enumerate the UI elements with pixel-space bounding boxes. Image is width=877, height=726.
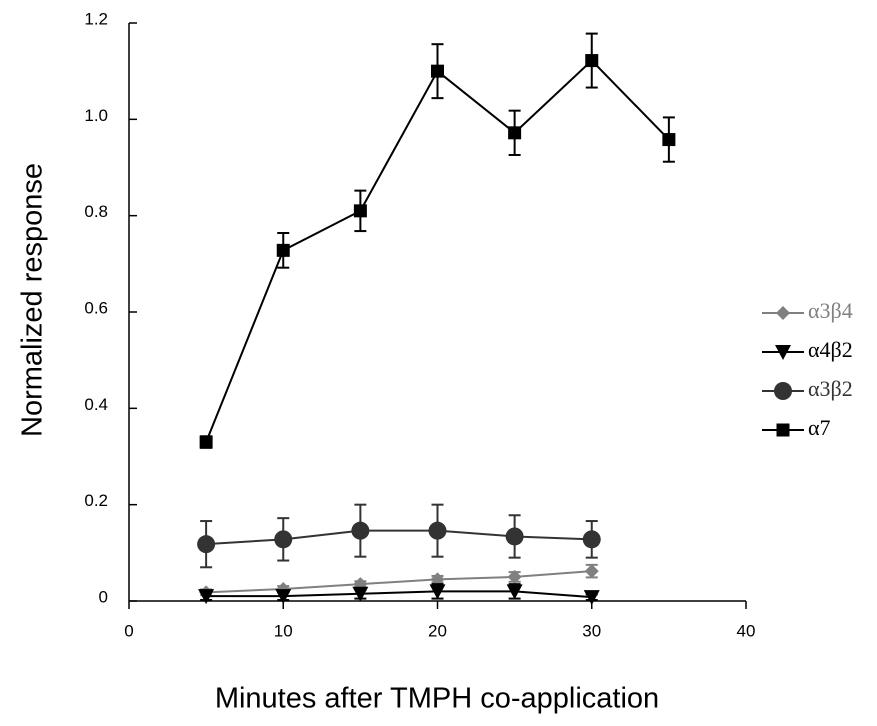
y-tick-label: 0.8 — [84, 202, 108, 221]
marker — [353, 204, 367, 218]
y-tick-label: 0.2 — [84, 491, 108, 510]
marker — [505, 527, 524, 546]
x-tick-label: 10 — [274, 621, 293, 640]
marker — [431, 64, 444, 78]
x-axis-title: Minutes after TMPH co-application — [215, 683, 659, 715]
legend-marker — [776, 306, 790, 320]
marker — [506, 584, 523, 600]
marker — [584, 564, 599, 579]
marker — [428, 521, 447, 540]
marker — [274, 530, 293, 549]
legend-label: α4β2 — [808, 337, 853, 362]
legend-label: α3β2 — [808, 376, 853, 401]
y-tick-label: 1.0 — [84, 106, 108, 125]
x-tick-label: 20 — [428, 621, 447, 640]
series — [199, 32, 676, 449]
legend-marker — [776, 423, 790, 437]
legend-marker — [775, 345, 791, 360]
marker — [199, 435, 213, 449]
series — [197, 503, 601, 569]
marker — [275, 589, 292, 605]
series-line — [206, 529, 592, 546]
series — [198, 583, 600, 606]
series-line — [205, 59, 670, 443]
marker — [662, 133, 676, 147]
legend-marker — [775, 345, 791, 360]
series-line — [206, 590, 592, 599]
legend-label: α3β4 — [808, 298, 853, 323]
marker — [429, 584, 446, 600]
y-tick-label: 0.6 — [84, 298, 108, 317]
legend-marker — [774, 382, 792, 400]
legend-marker — [774, 382, 792, 400]
legend-marker — [776, 423, 790, 437]
x-tick-label: 0 — [124, 621, 133, 640]
y-axis-title: Normalized response — [17, 163, 49, 437]
marker — [508, 126, 522, 140]
marker — [585, 54, 599, 68]
marker — [198, 589, 215, 605]
marker — [197, 535, 216, 554]
marker — [276, 243, 290, 257]
y-tick-label: 0.4 — [84, 395, 108, 414]
y-tick-label: 0 — [99, 587, 108, 606]
series-line — [206, 570, 592, 594]
marker — [352, 586, 369, 602]
marker — [430, 572, 445, 587]
y-tick-label: 1.2 — [84, 9, 108, 28]
x-tick-label: 30 — [582, 621, 601, 640]
legend-marker — [776, 306, 790, 320]
x-tick-label: 40 — [737, 621, 756, 640]
marker — [582, 530, 601, 549]
legend-label: α7 — [808, 415, 831, 440]
marker — [351, 521, 370, 540]
marker — [583, 590, 600, 606]
marker — [507, 569, 522, 584]
